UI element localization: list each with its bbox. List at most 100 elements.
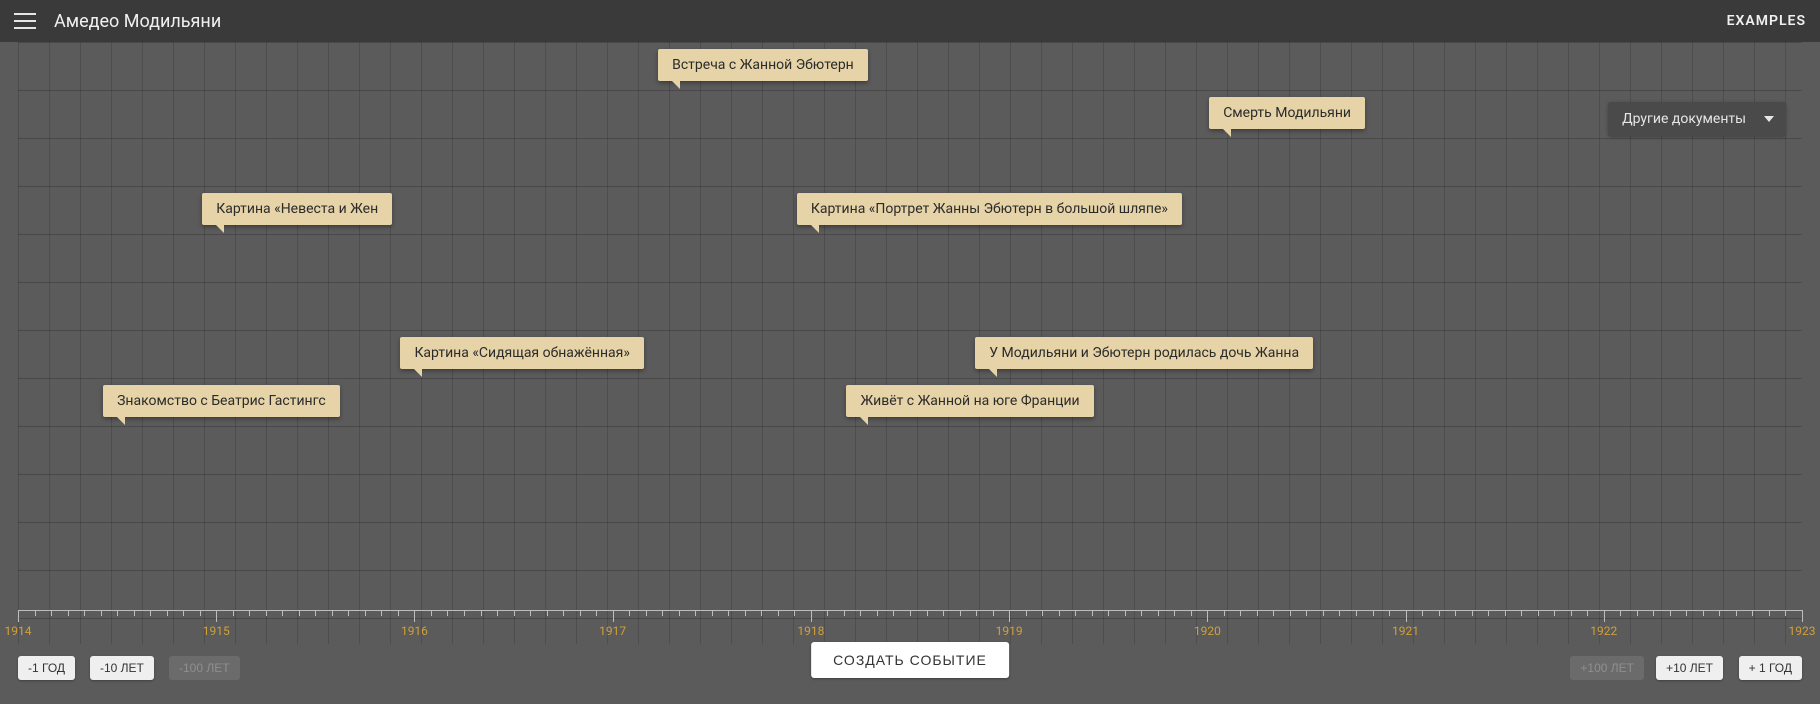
- axis-tick-minor: [101, 610, 102, 616]
- axis-tick-minor: [1521, 610, 1522, 616]
- axis-tick-minor: [1455, 610, 1456, 616]
- axis-tick-minor: [464, 610, 465, 616]
- axis-tick-minor: [646, 610, 647, 616]
- axis-tick-minor: [1389, 610, 1390, 616]
- axis-tick-minor: [1505, 610, 1506, 616]
- axis-tick-minor: [1290, 610, 1291, 616]
- axis-tick-minor: [1703, 610, 1704, 616]
- axis-tick-minor: [150, 610, 151, 616]
- dropdown-selected-label: Другие документы: [1622, 111, 1746, 127]
- axis-tick-major: [613, 610, 614, 622]
- axis-tick-minor: [1323, 610, 1324, 616]
- create-event-button[interactable]: СОЗДАТЬ СОБЫТИЕ: [811, 642, 1009, 678]
- timeline-event[interactable]: Знакомство с Беатрис Гастингс: [103, 385, 340, 417]
- axis-tick-minor: [1373, 610, 1374, 616]
- zoom-minus1y-button[interactable]: -1 ГОД: [18, 656, 75, 680]
- axis-year-label: 1917: [599, 624, 626, 638]
- axis-tick-minor: [1670, 610, 1671, 616]
- axis-tick-major: [1207, 610, 1208, 622]
- axis-tick-minor: [68, 610, 69, 616]
- timeline-event[interactable]: Смерть Модильяни: [1209, 97, 1365, 129]
- axis-tick-minor: [299, 610, 300, 616]
- axis-tick-minor: [1158, 610, 1159, 616]
- axis-tick-minor: [695, 610, 696, 616]
- axis-tick-minor: [51, 610, 52, 616]
- axis-tick-minor: [35, 610, 36, 616]
- zoom-minus100y-button: -100 ЛЕТ: [169, 656, 240, 680]
- axis-tick-minor: [233, 610, 234, 616]
- axis-tick-minor: [1108, 610, 1109, 616]
- axis-tick-minor: [481, 610, 482, 616]
- axis-tick-major: [414, 610, 415, 622]
- axis-tick-minor: [1059, 610, 1060, 616]
- timeline-event[interactable]: Картина «Невеста и Жен: [202, 193, 392, 225]
- axis-tick-minor: [117, 610, 118, 616]
- menu-icon[interactable]: [14, 13, 36, 29]
- axis-tick-minor: [266, 610, 267, 616]
- axis-tick-minor: [1439, 610, 1440, 616]
- axis-tick-minor: [761, 610, 762, 616]
- timeline-grid[interactable]: Встреча с Жанной Эбютерн Смерть Модильяни…: [18, 42, 1802, 644]
- axis-tick-minor: [134, 610, 135, 616]
- axis-tick-minor: [1356, 610, 1357, 616]
- axis-tick-major: [1406, 610, 1407, 622]
- axis-tick-minor: [860, 610, 861, 616]
- axis-tick-minor: [530, 610, 531, 616]
- app-root: Амедео Модильяни EXAMPLES Встреча с Жанн…: [0, 0, 1820, 704]
- axis-tick-minor: [993, 610, 994, 616]
- axis-tick-minor: [580, 610, 581, 616]
- zoom-plus1y-button[interactable]: + 1 ГОД: [1739, 656, 1802, 680]
- zoom-plus10y-button[interactable]: +10 ЛЕТ: [1656, 656, 1723, 680]
- axis-tick-minor: [183, 610, 184, 616]
- axis-tick-minor: [1736, 610, 1737, 616]
- axis-tick-minor: [282, 610, 283, 616]
- axis-tick-minor: [1141, 610, 1142, 616]
- axis-tick-major: [216, 610, 217, 622]
- axis-year-label: 1916: [401, 624, 428, 638]
- zoom-minus10y-button[interactable]: -10 ЛЕТ: [90, 656, 154, 680]
- axis-tick-major: [1802, 610, 1803, 622]
- axis-tick-minor: [1587, 610, 1588, 616]
- axis-year-label: 1915: [203, 624, 230, 638]
- timeline-axis: 1914191519161917191819191920192119221923: [18, 610, 1802, 644]
- axis-tick-minor: [497, 610, 498, 616]
- timeline-event[interactable]: У Модильяни и Эбютерн родилась дочь Жанн…: [975, 337, 1313, 369]
- axis-tick-minor: [563, 610, 564, 616]
- timeline: Встреча с Жанной Эбютерн Смерть Модильяни…: [0, 42, 1820, 704]
- axis-year-label: 1918: [797, 624, 824, 638]
- axis-tick-minor: [1075, 610, 1076, 616]
- axis-tick-minor: [249, 610, 250, 616]
- axis-tick-minor: [1026, 610, 1027, 616]
- documents-dropdown[interactable]: Другие документы: [1608, 102, 1786, 136]
- axis-tick-minor: [1571, 610, 1572, 616]
- axis-tick-minor: [1306, 610, 1307, 616]
- axis-tick-minor: [1339, 610, 1340, 616]
- axis-year-label: 1922: [1590, 624, 1617, 638]
- axis-tick-minor: [1224, 610, 1225, 616]
- timeline-event[interactable]: Живёт с Жанной на юге Франции: [846, 385, 1093, 417]
- axis-tick-minor: [1719, 610, 1720, 616]
- timeline-event[interactable]: Картина «Сидящая обнажённая»: [400, 337, 643, 369]
- axis-tick-major: [811, 610, 812, 622]
- axis-tick-minor: [1240, 610, 1241, 616]
- axis-tick-minor: [1686, 610, 1687, 616]
- axis-tick-minor: [365, 610, 366, 616]
- axis-tick-minor: [728, 610, 729, 616]
- examples-link[interactable]: EXAMPLES: [1727, 13, 1806, 29]
- axis-tick-minor: [381, 610, 382, 616]
- axis-tick-minor: [662, 610, 663, 616]
- axis-tick-minor: [629, 610, 630, 616]
- axis-tick-major: [1009, 610, 1010, 622]
- axis-tick-minor: [794, 610, 795, 616]
- axis-tick-minor: [827, 610, 828, 616]
- axis-tick-minor: [712, 610, 713, 616]
- timeline-controls: СОЗДАТЬ СОБЫТИЕ -1 ГОД-10 ЛЕТ-100 ЛЕТ+ 1…: [18, 656, 1802, 690]
- timeline-event[interactable]: Встреча с Жанной Эбютерн: [658, 49, 868, 81]
- axis-tick-minor: [167, 610, 168, 616]
- timeline-event[interactable]: Картина «Портрет Жанны Эбютерн в большой…: [797, 193, 1182, 225]
- axis-tick-minor: [1653, 610, 1654, 616]
- axis-tick-minor: [447, 610, 448, 616]
- axis-tick-minor: [1273, 610, 1274, 616]
- axis-tick-minor: [315, 610, 316, 616]
- axis-tick-minor: [976, 610, 977, 616]
